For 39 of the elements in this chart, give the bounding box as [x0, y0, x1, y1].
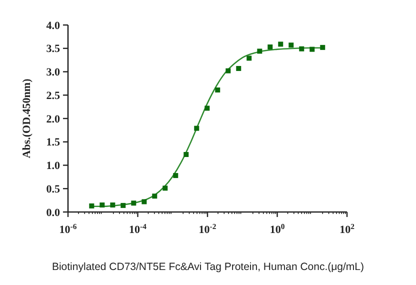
x-tick-label: 10$^{-4}$	[129, 222, 147, 236]
y-tick-label: 0.5	[46, 183, 60, 196]
point	[120, 202, 126, 208]
point	[173, 173, 178, 178]
y-tick-label: 3.0	[46, 66, 60, 79]
point	[246, 56, 252, 61]
point	[204, 106, 210, 111]
point	[288, 42, 294, 48]
point	[268, 44, 273, 50]
point	[236, 66, 242, 71]
point	[110, 202, 116, 208]
y-axis-title: Abs.(OD.450nm)	[21, 78, 33, 158]
point	[162, 186, 168, 191]
point	[194, 126, 200, 131]
y-tick-label: 1.0	[46, 160, 60, 172]
point	[320, 44, 326, 50]
point	[152, 194, 158, 199]
point	[310, 46, 315, 52]
x-axis-title: Biotinylated CD73/NT5E Fc&Avi Tag Protein, Human Conc.(μg/mL)	[52, 261, 364, 273]
x-tick-label: 10$^{2}$	[340, 222, 355, 236]
point	[215, 87, 220, 92]
x-tick-label: 10$^{-6}$	[59, 222, 77, 236]
point	[257, 48, 262, 54]
point	[142, 199, 147, 204]
point	[131, 200, 136, 206]
y-tick-label: 3.5	[46, 43, 60, 56]
x-tick-label: 10$^{0}$	[270, 222, 285, 236]
y-tick-label: 2.5	[46, 90, 60, 102]
y-tick-label: 0.0	[46, 206, 60, 219]
y-tick-label: 1.5	[46, 136, 60, 149]
point	[100, 202, 105, 208]
point	[89, 203, 94, 208]
point	[299, 46, 304, 52]
y-tick-label: 2.0	[46, 113, 60, 126]
point	[226, 68, 231, 74]
point	[184, 152, 189, 157]
y-tick-label: 4.0	[46, 20, 60, 32]
x-tick-label: 10$^{-2}$	[198, 222, 216, 236]
point	[278, 42, 284, 47]
